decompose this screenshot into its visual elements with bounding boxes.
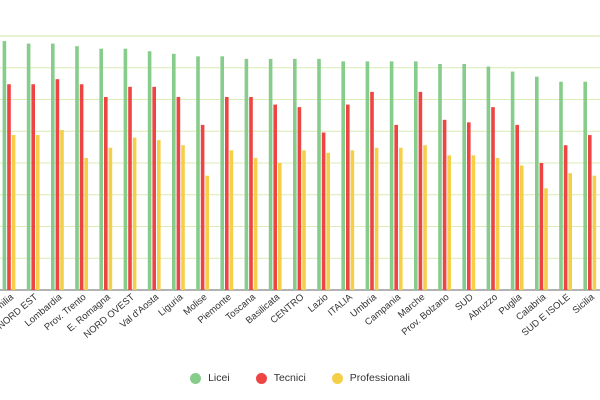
bar-licei-4[interactable] [99, 48, 103, 291]
bar-professionali-7[interactable] [181, 145, 185, 290]
bar-tecnici-15[interactable] [370, 91, 374, 290]
legend-swatch-professionali [331, 372, 343, 384]
bar-professionali-4[interactable] [108, 147, 113, 290]
bar-professionali-11[interactable] [278, 163, 282, 290]
bar-licei-11[interactable] [268, 58, 273, 290]
bar-professionali-20[interactable] [495, 157, 500, 290]
bar-licei-1[interactable] [26, 43, 31, 291]
bar-professionali-23[interactable] [568, 173, 572, 290]
bar-licei-24[interactable] [583, 81, 587, 290]
bar-tecnici-1[interactable] [31, 84, 35, 290]
bar-professionali-21[interactable] [520, 165, 524, 290]
legend-label-licei: Licei [208, 372, 230, 384]
bar-tecnici-0[interactable] [7, 84, 11, 290]
bar-professionali-19[interactable] [471, 155, 476, 290]
legend: Licei Tecnici Professionali [0, 366, 600, 390]
bar-licei-6[interactable] [147, 51, 152, 290]
bar-licei-17[interactable] [414, 61, 418, 291]
bar-licei-3[interactable] [75, 46, 79, 290]
bar-tecnici-9[interactable] [225, 96, 229, 291]
x-tick-label: Liguria [156, 291, 185, 318]
bar-professionali-15[interactable] [374, 147, 379, 290]
legend-swatch-licei [190, 372, 202, 384]
bar-tecnici-23[interactable] [563, 145, 568, 290]
bar-professionali-12[interactable] [302, 150, 306, 290]
bar-tecnici-10[interactable] [249, 96, 253, 291]
bar-tecnici-21[interactable] [515, 124, 519, 291]
bar-licei-7[interactable] [172, 53, 176, 290]
bar-licei-22[interactable] [535, 76, 539, 290]
bar-professionali-18[interactable] [447, 155, 451, 290]
bars-group [2, 41, 597, 291]
bar-licei-10[interactable] [244, 58, 249, 290]
bar-professionali-10[interactable] [253, 157, 258, 290]
bar-tecnici-19[interactable] [467, 122, 471, 290]
bar-tecnici-12[interactable] [297, 107, 302, 291]
bar-tecnici-24[interactable] [588, 135, 592, 290]
bar-tecnici-6[interactable] [152, 86, 156, 290]
bar-licei-0[interactable] [2, 41, 7, 290]
bar-tecnici-18[interactable] [442, 119, 447, 290]
bar-professionali-24[interactable] [592, 175, 597, 290]
bar-tecnici-22[interactable] [539, 163, 544, 290]
bar-tecnici-5[interactable] [128, 86, 132, 290]
bar-tecnici-8[interactable] [200, 124, 205, 291]
bar-tecnici-3[interactable] [79, 84, 84, 290]
x-tick-label: Sicilia [571, 291, 598, 316]
bar-licei-14[interactable] [341, 61, 345, 291]
bar-licei-19[interactable] [462, 63, 466, 290]
bar-professionali-6[interactable] [157, 140, 161, 290]
bar-tecnici-2[interactable] [55, 79, 60, 291]
bar-tecnici-20[interactable] [491, 107, 495, 291]
bar-licei-9[interactable] [220, 56, 224, 290]
bar-licei-2[interactable] [51, 43, 55, 291]
bar-licei-13[interactable] [317, 58, 321, 290]
bar-tecnici-7[interactable] [176, 96, 181, 291]
bar-professionali-17[interactable] [423, 145, 427, 290]
bar-licei-8[interactable] [196, 56, 200, 290]
bar-licei-12[interactable] [293, 58, 297, 290]
bar-professionali-8[interactable] [205, 175, 209, 290]
bar-licei-20[interactable] [486, 66, 491, 290]
bar-tecnici-11[interactable] [273, 104, 277, 290]
bar-professionali-13[interactable] [326, 152, 330, 290]
bar-professionali-0[interactable] [11, 135, 16, 290]
bar-licei-5[interactable] [123, 48, 128, 291]
bar-licei-15[interactable] [365, 61, 370, 291]
bar-licei-23[interactable] [559, 81, 563, 290]
bar-professionali-2[interactable] [60, 129, 64, 290]
bar-professionali-9[interactable] [229, 150, 234, 290]
bar-licei-18[interactable] [438, 63, 442, 290]
bar-tecnici-16[interactable] [394, 124, 398, 291]
bar-tecnici-13[interactable] [321, 132, 326, 290]
bar-professionali-3[interactable] [84, 157, 88, 290]
legend-label-tecnici: Tecnici [273, 372, 306, 384]
bar-licei-21[interactable] [510, 71, 515, 290]
bar-professionali-1[interactable] [36, 135, 40, 290]
bar-tecnici-14[interactable] [346, 104, 350, 290]
bar-tecnici-4[interactable] [104, 96, 108, 291]
legend-item-tecnici[interactable]: Tecnici [255, 372, 306, 384]
legend-item-professionali[interactable]: Professionali [331, 372, 410, 384]
bar-professionali-22[interactable] [544, 188, 548, 290]
bar-tecnici-17[interactable] [418, 91, 423, 290]
bar-licei-16[interactable] [389, 61, 394, 291]
bar-professionali-16[interactable] [399, 147, 403, 290]
legend-swatch-tecnici [255, 372, 267, 384]
bar-professionali-14[interactable] [350, 150, 355, 290]
legend-label-professionali: Professionali [349, 372, 410, 384]
bar-professionali-5[interactable] [132, 137, 137, 290]
legend-item-licei[interactable]: Licei [190, 372, 230, 384]
